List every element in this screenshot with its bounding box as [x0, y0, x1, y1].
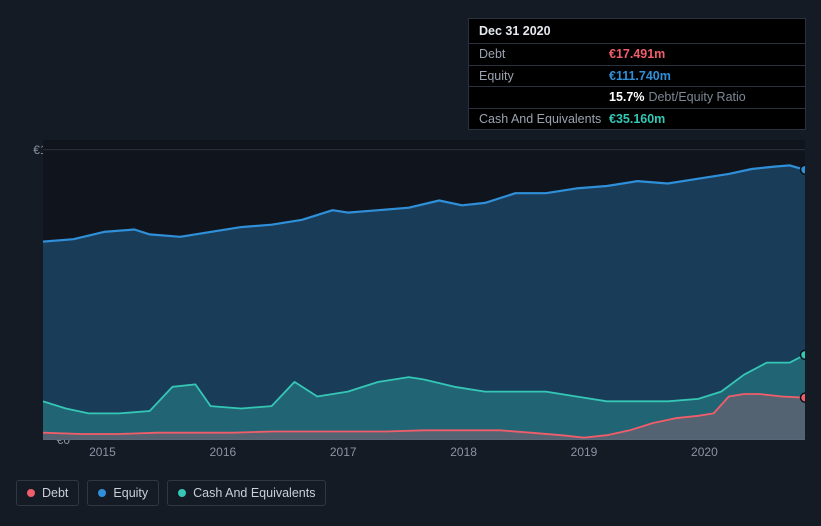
tooltip-row: Cash And Equivalents€35.160m [469, 109, 805, 129]
tooltip-date: Dec 31 2020 [469, 19, 805, 44]
tooltip-row: Debt€17.491m [469, 44, 805, 65]
tooltip-rows: Debt€17.491mEquity€111.740m15.7%Debt/Equ… [469, 44, 805, 129]
tooltip-row: Equity€111.740m [469, 66, 805, 87]
tooltip-label [479, 90, 609, 104]
legend-item[interactable]: Debt [16, 480, 79, 506]
cash-end-dot [801, 350, 806, 359]
x-axis-label: 2016 [209, 445, 236, 459]
chart-area: €0€120m [16, 140, 805, 440]
legend-label: Cash And Equivalents [193, 486, 315, 500]
legend-label: Equity [113, 486, 148, 500]
x-axis-label: 2020 [691, 445, 718, 459]
tooltip-value: €17.491m [609, 47, 665, 61]
tooltip-value: 15.7%Debt/Equity Ratio [609, 90, 746, 104]
tooltip-label: Cash And Equivalents [479, 112, 609, 126]
legend-dot-icon [98, 489, 106, 497]
equity-end-dot [801, 165, 806, 174]
legend-dot-icon [178, 489, 186, 497]
legend: Debt Equity Cash And Equivalents [16, 480, 326, 506]
area-chart[interactable] [43, 140, 805, 440]
tooltip-row: 15.7%Debt/Equity Ratio [469, 87, 805, 108]
tooltip-sub: Debt/Equity Ratio [648, 90, 745, 104]
legend-dot-icon [27, 489, 35, 497]
legend-label: Debt [42, 486, 68, 500]
x-axis-label: 2015 [89, 445, 116, 459]
x-axis-label: 2019 [571, 445, 598, 459]
x-axis-label: 2017 [330, 445, 357, 459]
debt-end-dot [801, 393, 806, 402]
x-axis: 2015 2016 2017 2018 2019 2020 [43, 445, 805, 465]
chart-tooltip: Dec 31 2020 Debt€17.491mEquity€111.740m1… [468, 18, 806, 130]
x-axis-label: 2018 [450, 445, 477, 459]
tooltip-value: €35.160m [609, 112, 665, 126]
tooltip-value: €111.740m [609, 69, 671, 83]
legend-item[interactable]: Equity [87, 480, 159, 506]
legend-item[interactable]: Cash And Equivalents [167, 480, 326, 506]
tooltip-label: Equity [479, 69, 609, 83]
tooltip-label: Debt [479, 47, 609, 61]
